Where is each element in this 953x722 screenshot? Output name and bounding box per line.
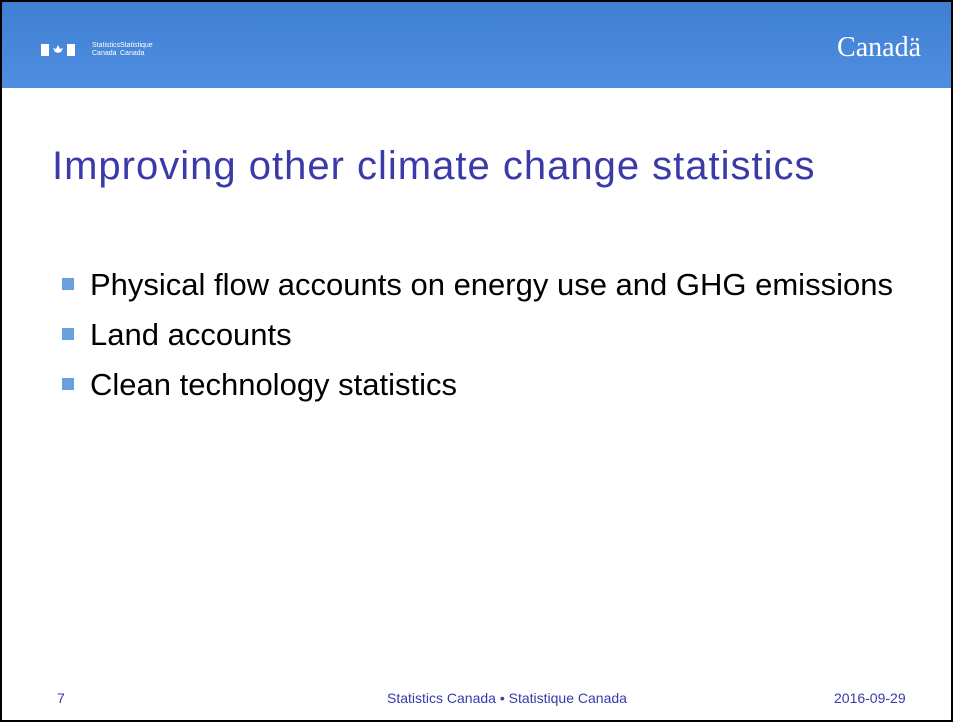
- header-bar: Statistics Canada Statistique Canada Can…: [2, 2, 951, 88]
- footer-center: Statistics Canada • Statistique Canada: [387, 690, 627, 706]
- bullet: Land accounts: [62, 314, 902, 355]
- flag-icon: [41, 44, 75, 56]
- logo-fr: Statistique Canada: [120, 42, 153, 57]
- bullet: Clean technology statistics: [62, 364, 902, 405]
- footer-date: 2016-09-29: [834, 690, 906, 706]
- logo-en: Statistics Canada: [92, 42, 121, 57]
- page-number: 7: [57, 690, 65, 706]
- slide-title: Improving other climate change statistic…: [52, 144, 816, 188]
- bullet: Physical flow accounts on energy use and…: [62, 264, 902, 305]
- bullet-list: Physical flow accounts on energy use and…: [62, 264, 902, 414]
- wordmark: Canadä: [837, 32, 921, 63]
